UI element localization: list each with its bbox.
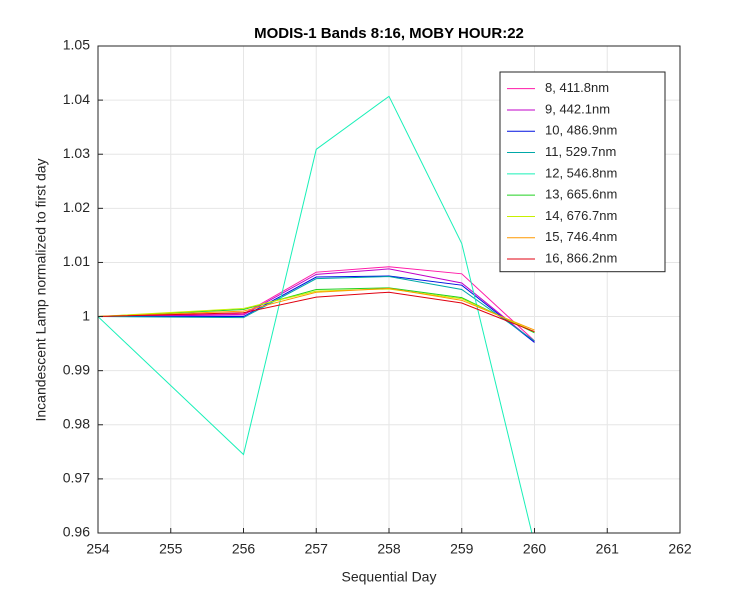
series-line: [98, 287, 535, 331]
x-tick-label: 255: [159, 541, 183, 557]
y-tick-label: 0.96: [63, 524, 90, 540]
series-line: [98, 291, 535, 333]
y-tick-label: 0.97: [63, 470, 90, 486]
series-line: [98, 266, 535, 342]
series-line: [98, 276, 535, 342]
legend-label: 16, 866.2nm: [545, 250, 617, 265]
y-tick-label: 0.98: [63, 415, 90, 431]
y-tick-label: 1.05: [63, 37, 90, 53]
x-tick-label: 254: [86, 541, 110, 557]
y-tick-label: 1: [82, 307, 90, 323]
legend-label: 8, 411.8nm: [545, 80, 609, 95]
x-axis-label: Sequential Day: [342, 569, 437, 585]
legend-label: 12, 546.8nm: [545, 165, 617, 180]
x-tick-label: 257: [305, 541, 329, 557]
legend-label: 10, 486.9nm: [545, 123, 617, 138]
y-tick-label: 1.01: [63, 253, 90, 269]
y-axis-label: Incandescent Lamp normalized to first da…: [33, 158, 49, 421]
y-tick-label: 1.03: [63, 145, 90, 161]
y-tick-label: 0.99: [63, 361, 90, 377]
lines: [98, 95, 535, 533]
x-tick-label: 259: [450, 541, 474, 557]
x-tick-label: 261: [596, 541, 620, 557]
x-tick-label: 260: [523, 541, 547, 557]
legend-label: 13, 665.6nm: [545, 187, 617, 202]
legend-label: 14, 676.7nm: [545, 208, 617, 223]
x-tick-label: 262: [668, 541, 692, 557]
legend-box: [499, 71, 666, 273]
x-tick-label: 258: [377, 541, 401, 557]
series-line: [98, 287, 535, 334]
chart-title: MODIS-1 Bands 8:16, MOBY HOUR:22: [254, 25, 524, 42]
legend-label: 11, 529.7nm: [545, 144, 616, 159]
legend-label: 9, 442.1nm: [545, 101, 610, 116]
x-tick-label: 256: [232, 541, 256, 557]
y-tick-label: 1.04: [63, 91, 90, 107]
legend-label: 15, 746.4nm: [545, 229, 617, 244]
legend: 8, 411.8nm 9, 442.1nm 10, 486.9nm 11, 529.7…: [499, 71, 666, 273]
series-line: [98, 95, 533, 533]
y-tick-label: 1.02: [63, 199, 90, 215]
